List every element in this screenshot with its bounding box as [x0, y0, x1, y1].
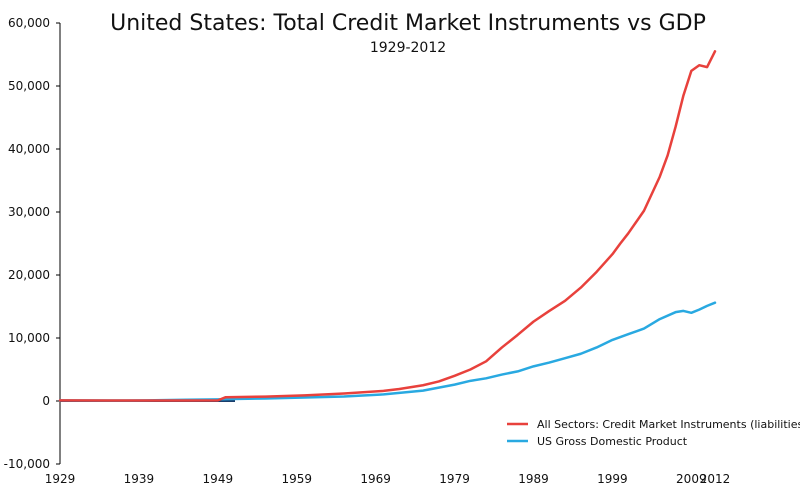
x-tick-label: 1939 [124, 472, 155, 486]
x-tick-label: 1949 [203, 472, 234, 486]
y-tick-label: 60,000 [8, 16, 50, 30]
y-tick-label: 20,000 [8, 268, 50, 282]
y-tick-label: 40,000 [8, 142, 50, 156]
x-tick-label: 1999 [597, 472, 628, 486]
series-line [58, 50, 717, 402]
y-tick-label: 50,000 [8, 79, 50, 93]
x-tick-label: 2009 [676, 472, 707, 486]
chart-subtitle: 1929-2012 [370, 40, 446, 56]
series-layer [58, 50, 717, 402]
x-tick-label: 1959 [281, 472, 312, 486]
legend-label: All Sectors: Credit Market Instruments (… [537, 418, 800, 431]
y-tick-label: -10,000 [4, 457, 50, 471]
chart-title: United States: Total Credit Market Instr… [110, 11, 706, 36]
x-tick-label: 1929 [45, 472, 76, 486]
legend-label: US Gross Domestic Product [537, 435, 688, 448]
x-tick-label: 2012 [700, 472, 731, 486]
y-tick-label: 0 [42, 394, 50, 408]
x-tick-label: 1979 [439, 472, 470, 486]
y-tick-label: 30,000 [8, 205, 50, 219]
y-tick-label: 10,000 [8, 331, 50, 345]
x-tick-label: 1989 [518, 472, 549, 486]
y-axis: -10,000 0 10,000 20,000 30,000 40,000 50,000 60… [4, 16, 60, 471]
x-tick-label: 1969 [360, 472, 391, 486]
series-line [58, 301, 717, 402]
legend: All Sectors: Credit Market Instruments (… [507, 418, 800, 448]
